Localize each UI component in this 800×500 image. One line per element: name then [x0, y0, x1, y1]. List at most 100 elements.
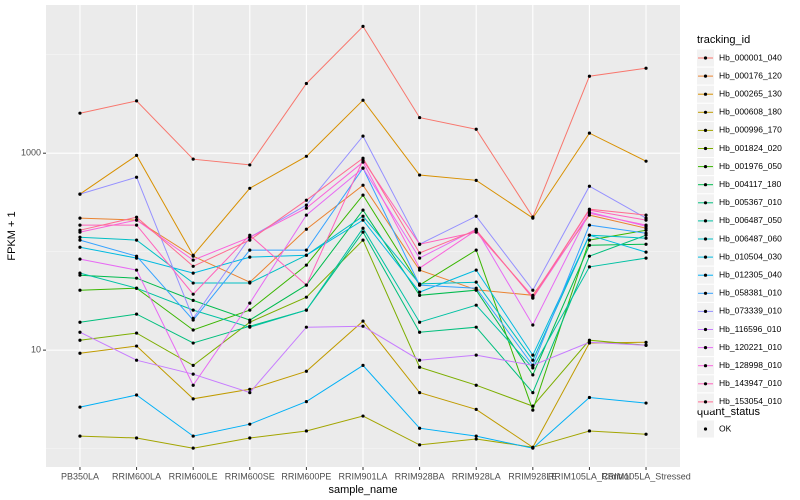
data-point — [134, 312, 139, 316]
legend-label: Hb_000996_170 — [719, 125, 782, 135]
legend-label: Hb_006487_050 — [719, 215, 782, 225]
data-point — [531, 358, 535, 362]
data-point — [418, 426, 422, 430]
data-point — [191, 271, 195, 275]
data-point — [78, 238, 82, 242]
legend-point — [703, 364, 708, 368]
data-point — [474, 303, 478, 307]
data-point — [361, 324, 365, 328]
legend-label: Hb_004117_180 — [719, 179, 782, 189]
data-point — [418, 320, 422, 324]
data-point — [304, 308, 308, 312]
data-point — [361, 193, 365, 197]
data-point — [134, 268, 139, 272]
data-point — [191, 446, 195, 450]
data-point — [474, 434, 478, 438]
legend-label: Hb_000001_040 — [719, 52, 782, 62]
data-point — [361, 363, 365, 367]
data-point — [587, 223, 592, 227]
data-point — [191, 434, 195, 438]
data-point — [78, 288, 82, 292]
data-point — [587, 238, 592, 242]
data-point — [644, 256, 648, 260]
legend-point — [703, 255, 708, 259]
data-point — [418, 283, 422, 287]
data-point — [644, 213, 648, 217]
legend-label: OK — [719, 423, 732, 433]
data-point — [304, 325, 308, 329]
data-point — [248, 422, 252, 426]
data-point — [248, 281, 252, 285]
legend-label: Hb_000608_180 — [719, 107, 782, 117]
data-point — [587, 429, 592, 433]
data-point — [134, 344, 139, 348]
x-tick-label: RRIM105LA_Control — [548, 471, 631, 481]
data-point — [304, 227, 308, 231]
data-point — [78, 338, 82, 342]
legend-label: Hb_005367_010 — [719, 197, 782, 207]
legend-point — [703, 74, 708, 78]
legend-point — [703, 273, 708, 277]
legend-label: Hb_073339_010 — [719, 306, 782, 316]
data-point — [531, 446, 535, 450]
data-point — [78, 235, 82, 239]
legend-label: Hb_128998_010 — [719, 360, 782, 370]
data-point — [587, 243, 592, 247]
data-point — [531, 353, 535, 357]
data-point — [78, 111, 82, 115]
data-point — [78, 245, 82, 249]
data-point — [644, 343, 648, 347]
data-point — [418, 173, 422, 177]
data-point — [361, 218, 365, 222]
data-point — [531, 408, 535, 412]
legend-label: Hb_012305_040 — [719, 269, 782, 279]
data-point — [474, 268, 478, 272]
legend-label: Hb_116596_010 — [719, 324, 782, 334]
data-point — [474, 353, 478, 357]
data-point — [418, 365, 422, 369]
data-point — [361, 98, 365, 102]
data-point — [134, 153, 139, 157]
x-tick-label: RRIM600PE — [281, 471, 331, 481]
data-point — [191, 328, 195, 332]
data-point — [304, 213, 308, 217]
data-point — [248, 318, 252, 322]
x-tick-label: RRIM928BA — [395, 471, 445, 481]
x-tick-label: PB350LA — [61, 471, 99, 481]
data-point — [531, 288, 535, 292]
data-point — [418, 251, 422, 255]
data-point — [191, 372, 195, 376]
data-point — [304, 429, 308, 433]
data-point — [191, 397, 195, 401]
data-point — [248, 238, 252, 242]
x-tick-label: RRIM928LA — [452, 471, 501, 481]
data-point — [361, 226, 365, 230]
legend-point — [703, 128, 708, 132]
data-point — [134, 223, 139, 227]
legend-label: Hb_000176_120 — [719, 70, 782, 80]
data-point — [191, 383, 195, 387]
data-point — [78, 257, 82, 261]
legend: Hb_000001_040 Hb_000176_120 Hb_000265_130 H… — [697, 49, 782, 438]
data-point — [191, 341, 195, 345]
data-point — [587, 74, 592, 78]
data-point — [78, 223, 82, 227]
data-point — [474, 407, 478, 411]
legend-label: Hb_001824_020 — [719, 143, 782, 153]
data-point — [191, 258, 195, 262]
data-point — [304, 369, 308, 373]
data-point — [644, 340, 648, 344]
legend-point — [703, 92, 708, 96]
y-tick-label: 1000 — [21, 148, 41, 158]
data-point — [418, 293, 422, 297]
data-point — [248, 163, 252, 167]
data-point — [248, 308, 252, 312]
data-point — [474, 286, 478, 290]
legend-point — [703, 346, 708, 350]
data-point — [644, 228, 648, 232]
data-point — [418, 266, 422, 270]
legend-title: tracking_id — [697, 34, 750, 46]
data-point — [474, 437, 478, 441]
data-point — [418, 443, 422, 447]
